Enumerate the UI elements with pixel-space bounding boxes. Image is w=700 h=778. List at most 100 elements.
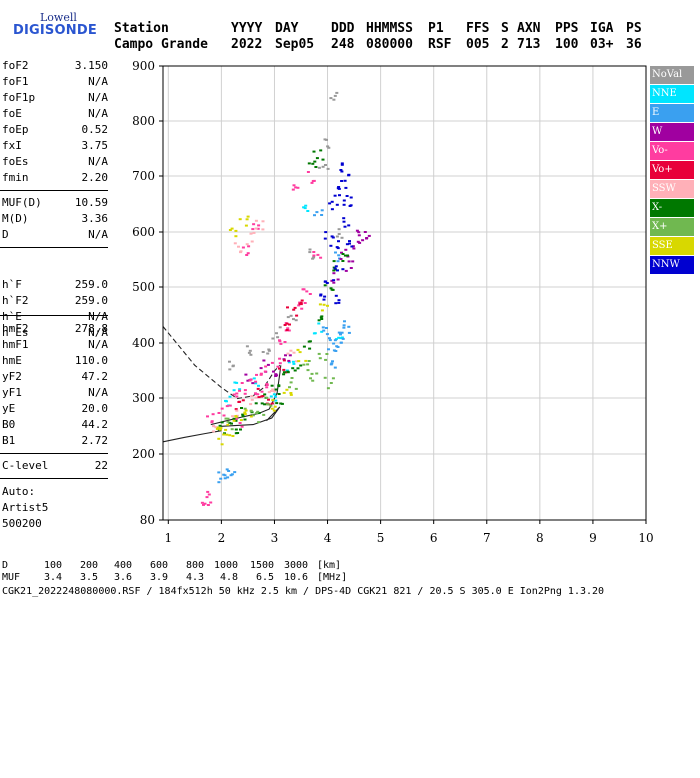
echo-point-sse <box>228 229 232 231</box>
echo-point-w <box>288 354 292 357</box>
legend-item-nne: NNE <box>650 85 694 103</box>
echo-point-nne <box>285 369 289 372</box>
param-value: 2.72 <box>81 434 109 447</box>
echo-point-sse <box>244 409 248 412</box>
echo-point-nnw <box>342 217 346 220</box>
echo-point-vo- <box>245 254 249 256</box>
param-value: N/A <box>88 338 108 351</box>
echo-point-nne <box>235 381 239 384</box>
echo-point-sse <box>322 303 326 306</box>
x-tick-label: 9 <box>589 531 597 545</box>
legend-item-e: E <box>650 104 694 122</box>
echo-point-w <box>339 258 343 260</box>
footer-d-label: D <box>2 560 9 571</box>
echo-point-vo- <box>241 246 245 249</box>
echo-point-ssw <box>254 219 258 222</box>
echo-point-vo- <box>206 415 209 418</box>
header-label-iga: IGA <box>590 21 614 36</box>
echo-point-w <box>340 251 343 254</box>
echo-point-e <box>322 329 326 332</box>
echo-point-x- <box>236 432 240 434</box>
echo-point-x- <box>293 369 297 372</box>
echo-point-ssw <box>245 243 249 246</box>
echo-point-sse <box>217 437 221 440</box>
echo-point-nnw <box>323 237 327 240</box>
y-tick-labels: 80 200 300 400 500 600 700 800 900 <box>132 59 155 527</box>
echo-point-vo- <box>287 329 291 332</box>
echo-point-vo- <box>292 184 296 187</box>
echo-point-ssw <box>237 245 240 248</box>
echo-point-nnw <box>323 295 327 298</box>
echo-point-vo+ <box>292 308 296 311</box>
echo-point-vo- <box>259 372 263 375</box>
echo-point-vo- <box>278 362 282 365</box>
echo-point-ssw <box>233 242 237 245</box>
x-tick-label: 10 <box>638 531 653 545</box>
param-row: foF2 3.150 <box>2 59 108 74</box>
echo-point-vo- <box>316 253 320 256</box>
echo-point-vo+ <box>299 301 303 304</box>
echo-point-w <box>262 359 266 362</box>
echo-point-x- <box>241 413 245 416</box>
legend-item-x: X+ <box>650 218 694 236</box>
curve-virtual-height-trace <box>210 365 282 426</box>
echo-point-vo- <box>235 392 239 395</box>
echo-point-sse <box>238 218 242 221</box>
echo-point-vo- <box>238 389 241 392</box>
echo-point-x- <box>286 371 290 374</box>
param-value: 259.0 <box>74 278 108 291</box>
echo-point-sse <box>224 428 228 431</box>
param-name: foF1p <box>2 91 36 104</box>
echo-point-e <box>332 342 336 345</box>
echo-point-nnw <box>341 268 345 271</box>
echo-point-e <box>347 331 351 334</box>
echo-point-sse <box>249 415 253 418</box>
footer-muf-value: 6.5 <box>256 572 275 583</box>
autoscale-program: Artist5 <box>2 501 49 514</box>
echo-point-vo- <box>206 490 210 493</box>
param-row: C-level 22 <box>2 459 108 474</box>
echo-point-vo- <box>291 188 295 191</box>
echo-point-e <box>321 326 325 329</box>
echo-point-nnw <box>330 200 334 203</box>
echo-point-x+ <box>265 396 269 399</box>
echo-point-nnw <box>340 170 344 173</box>
echo-point-sse <box>289 393 293 396</box>
param-name: foEp <box>2 123 29 136</box>
echo-point-x+ <box>288 386 291 389</box>
param-name: foE <box>2 107 22 120</box>
echo-point-vo+ <box>293 306 297 309</box>
param-row: B0 44.2 <box>2 418 108 433</box>
echo-point-e <box>332 349 336 352</box>
echo-point-vo- <box>265 383 269 385</box>
echo-point-nnw <box>343 225 347 228</box>
echo-point-ssw <box>269 390 273 392</box>
footer-muf-value: 3.9 <box>150 572 169 583</box>
echo-point-e <box>217 471 221 474</box>
echo-point-vo+ <box>261 395 265 397</box>
header-value-day: Sep05 <box>275 37 315 52</box>
header-label-station: Station <box>114 21 169 36</box>
echo-point-x- <box>277 393 281 395</box>
echo-point-x- <box>260 402 264 405</box>
y-tick-label: 800 <box>132 114 155 128</box>
echo-point-vo- <box>308 293 312 295</box>
param-value: N/A <box>88 310 108 323</box>
echo-point-x- <box>270 384 274 387</box>
footer-d-value: 200 <box>80 560 99 571</box>
echo-point-w <box>275 374 279 377</box>
echo-point-vo- <box>301 288 305 291</box>
echo-point-vo- <box>243 392 247 395</box>
echo-point-nnw <box>349 196 353 199</box>
echo-point-vo- <box>210 421 214 424</box>
echo-point-nne <box>340 336 344 339</box>
chart-grid <box>159 65 647 524</box>
echo-point-w <box>363 231 367 233</box>
echo-point-sse <box>234 229 238 232</box>
plot-frame <box>162 65 647 521</box>
param-name: h`Es <box>2 326 29 339</box>
y-tick-label: 300 <box>132 391 155 405</box>
echo-point-vo- <box>270 361 274 364</box>
legend-item-x: X- <box>650 199 694 217</box>
echo-point-e <box>336 346 340 348</box>
